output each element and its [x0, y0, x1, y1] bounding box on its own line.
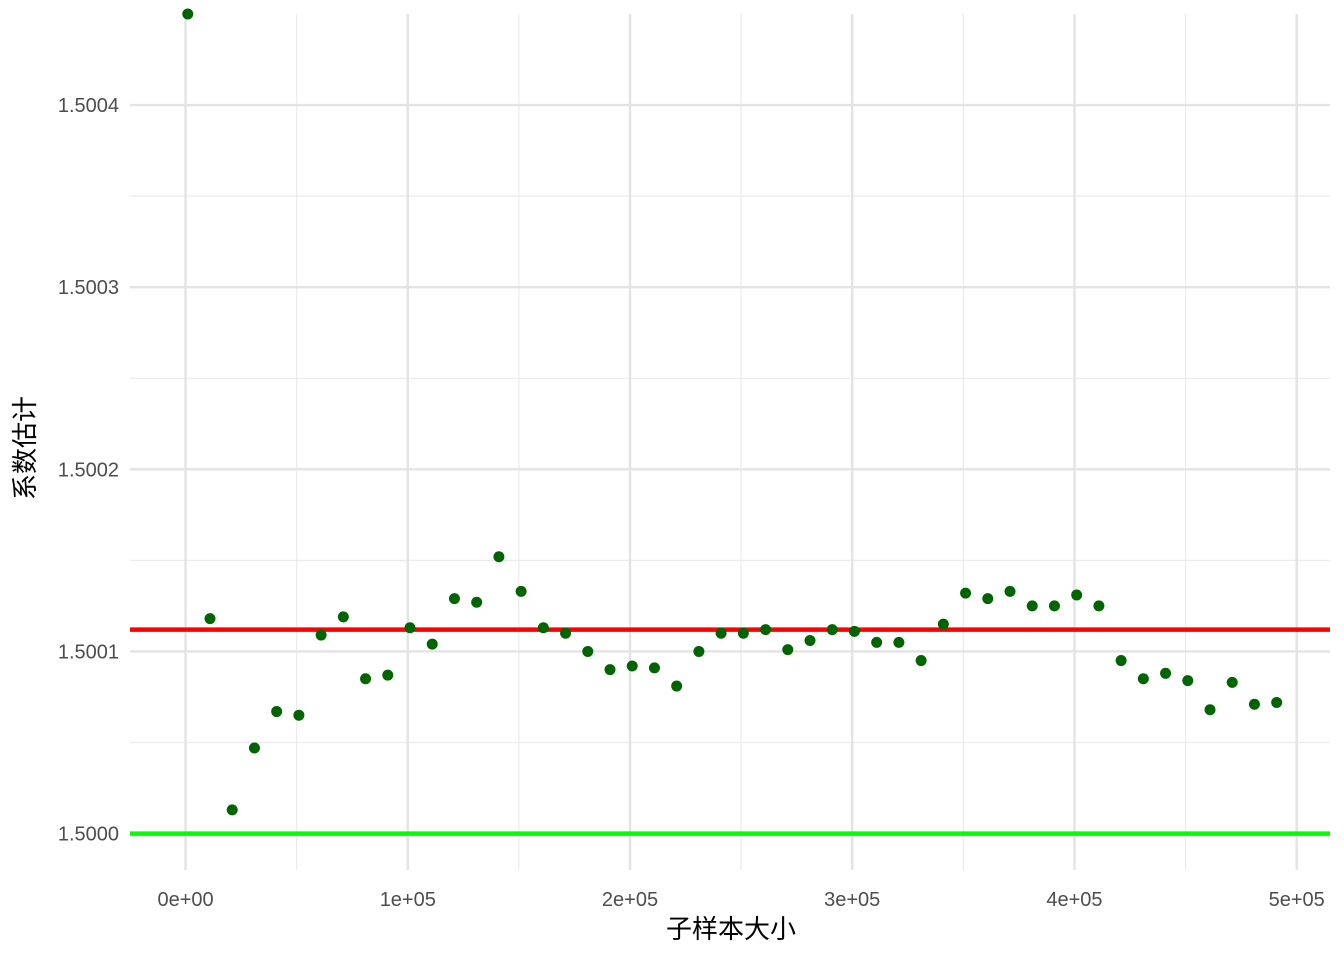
data-point: [826, 624, 838, 636]
data-point: [1226, 676, 1238, 688]
data-point: [493, 551, 505, 563]
data-point: [760, 624, 772, 636]
data-point: [1160, 667, 1172, 679]
data-point: [537, 622, 549, 634]
data-point: [737, 627, 749, 639]
data-point: [448, 593, 460, 605]
data-point: [848, 625, 860, 637]
y-tick-label: 1.5002: [58, 459, 119, 481]
x-tick-label: 2e+05: [602, 889, 658, 911]
y-tick-label: 1.5001: [58, 641, 119, 663]
data-point: [960, 587, 972, 599]
data-point: [582, 645, 594, 657]
grid: [130, 14, 1330, 870]
data-point: [337, 611, 349, 623]
data-point: [204, 613, 216, 625]
data-point: [1137, 673, 1149, 685]
data-point: [1093, 600, 1105, 612]
y-tick-label: 1.5000: [58, 824, 119, 846]
data-point: [671, 680, 683, 692]
data-point: [515, 585, 527, 597]
data-point: [804, 635, 816, 647]
data-point: [315, 629, 327, 641]
data-points: [182, 8, 1283, 816]
data-point: [1026, 600, 1038, 612]
data-point: [893, 636, 905, 648]
y-axis-ticks: 1.5000 1.5001 1.5002 1.5003 1.5004: [58, 95, 119, 846]
data-point: [1271, 696, 1283, 708]
reference-lines: [130, 627, 1330, 836]
data-point: [1248, 698, 1260, 710]
data-point: [560, 627, 572, 639]
data-point: [937, 618, 949, 630]
data-point: [982, 593, 994, 605]
data-point: [360, 673, 372, 685]
data-point: [1048, 600, 1060, 612]
y-tick-label: 1.5003: [58, 277, 119, 299]
data-point: [426, 638, 438, 650]
data-point: [471, 596, 483, 608]
data-point: [915, 655, 927, 667]
data-point: [293, 709, 305, 721]
y-axis-title: 系数估计: [10, 396, 40, 500]
data-point: [182, 8, 194, 20]
data-point: [404, 622, 416, 634]
data-point: [1004, 585, 1016, 597]
data-point: [248, 742, 260, 754]
y-tick-label: 1.5004: [58, 95, 119, 117]
data-point: [226, 804, 238, 816]
data-point: [1071, 589, 1083, 601]
data-point: [693, 645, 705, 657]
data-point: [271, 706, 283, 718]
data-point: [871, 636, 883, 648]
data-point: [1182, 675, 1194, 687]
data-point: [604, 664, 616, 676]
data-point: [626, 660, 638, 672]
x-tick-label: 1e+05: [380, 889, 436, 911]
data-point: [1204, 704, 1216, 716]
data-point: [648, 662, 660, 674]
data-point: [382, 669, 394, 681]
x-tick-label: 3e+05: [824, 889, 880, 911]
x-tick-label: 5e+05: [1269, 889, 1325, 911]
data-point: [1115, 655, 1127, 667]
data-point: [782, 644, 794, 656]
x-tick-label: 4e+05: [1046, 889, 1102, 911]
x-tick-label: 0e+00: [157, 889, 213, 911]
x-axis-title: 子样本大小: [666, 914, 796, 944]
data-point: [715, 627, 727, 639]
x-axis-ticks: 0e+00 1e+05 2e+05 3e+05 4e+05 5e+05: [157, 889, 1324, 911]
